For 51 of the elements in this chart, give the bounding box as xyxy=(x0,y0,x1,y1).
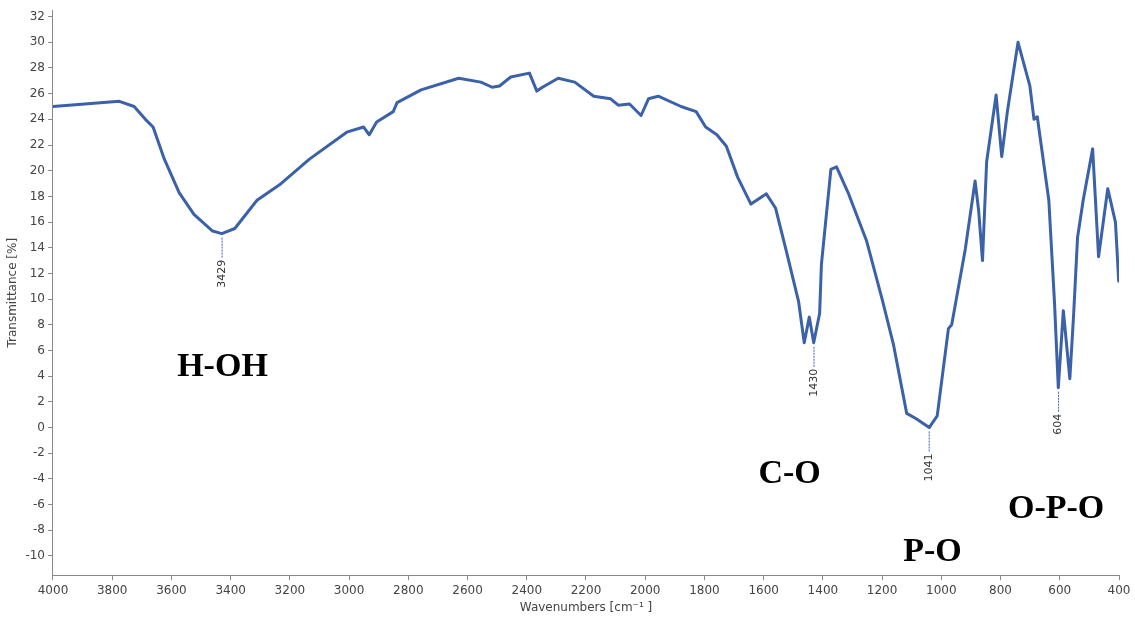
x-tick-label: 800 xyxy=(989,582,1013,597)
annotation: O-P-O xyxy=(1007,487,1105,525)
annotation: 1430 xyxy=(806,368,820,397)
x-tick-label: 4000 xyxy=(37,582,69,597)
annotation: 3429 xyxy=(214,259,228,288)
x-tick-label: 2400 xyxy=(511,582,543,597)
y-tick-label: 18 xyxy=(29,188,45,203)
x-tick-label: 2200 xyxy=(570,582,602,597)
x-tick-label: 3800 xyxy=(96,582,128,597)
y-tick-label: -10 xyxy=(25,548,45,563)
annotation: 1041 xyxy=(922,453,936,482)
x-tick-label: 3400 xyxy=(215,582,246,597)
annotation: P-O xyxy=(903,531,962,569)
x-tick-label: 1800 xyxy=(689,582,720,597)
x-tick-label: 3200 xyxy=(274,582,306,597)
y-tick-label: 8 xyxy=(37,316,45,331)
x-tick-label: 1600 xyxy=(748,582,779,597)
y-tick-label: 12 xyxy=(29,265,45,280)
y-tick-label: 14 xyxy=(29,239,45,254)
annotation: H-OH xyxy=(177,346,268,384)
y-tick-label: 20 xyxy=(29,162,45,177)
y-tick-label: 10 xyxy=(29,291,45,306)
y-tick-label: 28 xyxy=(29,60,45,75)
x-tick-label: 2600 xyxy=(452,582,483,597)
x-axis-title: Wavenumbers [cm⁻¹ ] xyxy=(519,599,653,614)
x-tick-label: 600 xyxy=(1048,582,1072,597)
y-tick-label: -6 xyxy=(33,496,45,511)
y-tick-label: 32 xyxy=(29,8,45,23)
y-tick-label: 0 xyxy=(37,419,45,434)
y-tick-label: 26 xyxy=(29,85,45,100)
y-tick-label: 24 xyxy=(29,111,45,126)
x-tick-label: 1000 xyxy=(926,582,957,597)
x-tick-label: 1400 xyxy=(807,582,839,597)
y-axis-title: Transmittance [%] xyxy=(5,237,20,349)
annotation: C-O xyxy=(758,452,821,490)
x-tick-label: 2000 xyxy=(629,582,661,597)
annotation: 604 xyxy=(1051,413,1065,435)
y-tick-label: 2 xyxy=(37,393,45,408)
x-tick-label: 3000 xyxy=(333,582,365,597)
y-tick-label: 22 xyxy=(29,137,45,152)
x-tick-label: 400 xyxy=(1107,582,1131,597)
y-tick-label: 16 xyxy=(29,214,45,229)
y-tick-label: -4 xyxy=(33,471,45,486)
y-tick-label: -8 xyxy=(33,522,45,537)
y-tick-label: 4 xyxy=(37,368,45,383)
y-tick-label: 30 xyxy=(29,34,45,49)
x-tick-label: 3600 xyxy=(156,582,187,597)
y-tick-label: 6 xyxy=(37,342,45,357)
y-tick-label: -2 xyxy=(33,445,45,460)
x-tick-label: 1200 xyxy=(866,582,898,597)
x-tick-label: 2800 xyxy=(393,582,424,597)
